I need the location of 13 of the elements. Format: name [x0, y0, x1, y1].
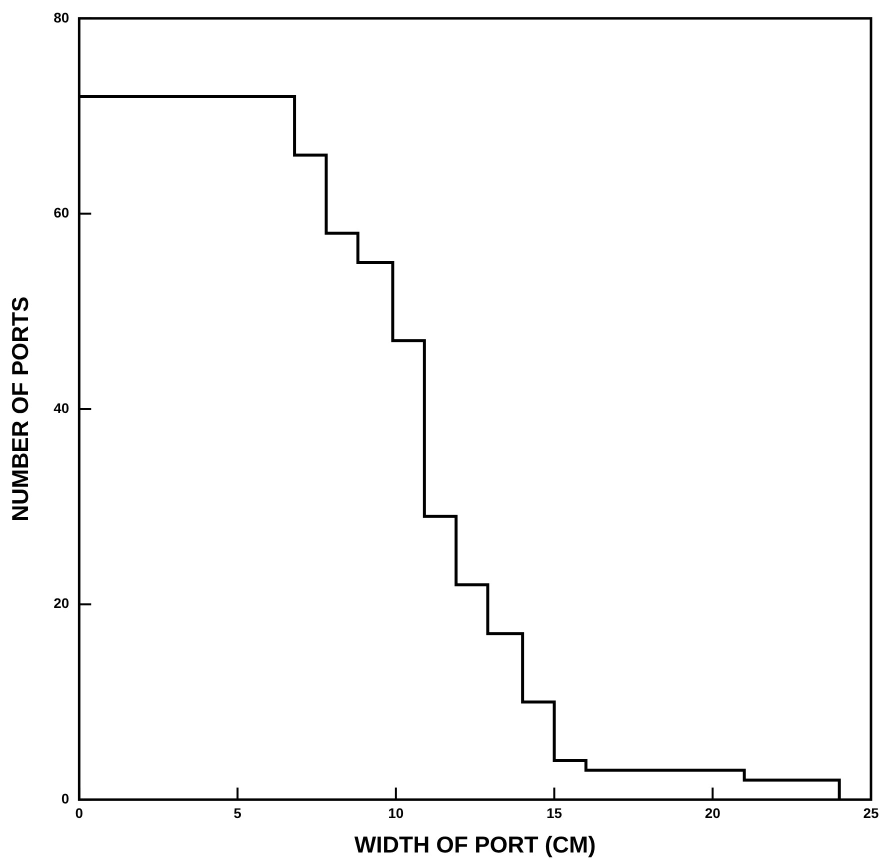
x-tick-label: 25 — [863, 804, 879, 821]
y-tick-label: 0 — [61, 790, 70, 806]
y-tick-label: 60 — [54, 204, 70, 221]
x-tick-label: 15 — [546, 804, 562, 821]
x-tick-label: 5 — [234, 804, 242, 821]
y-axis-title: NUMBER OF PORTS — [7, 296, 34, 522]
x-axis-title: WIDTH OF PORT (CM) — [354, 832, 596, 858]
x-tick-label: 20 — [704, 804, 721, 821]
x-tick-label: 0 — [75, 804, 84, 821]
y-tick-label: 80 — [54, 9, 70, 26]
x-tick-label: 10 — [388, 804, 404, 821]
y-tick-label: 20 — [54, 595, 70, 612]
y-tick-label: 40 — [54, 400, 70, 416]
